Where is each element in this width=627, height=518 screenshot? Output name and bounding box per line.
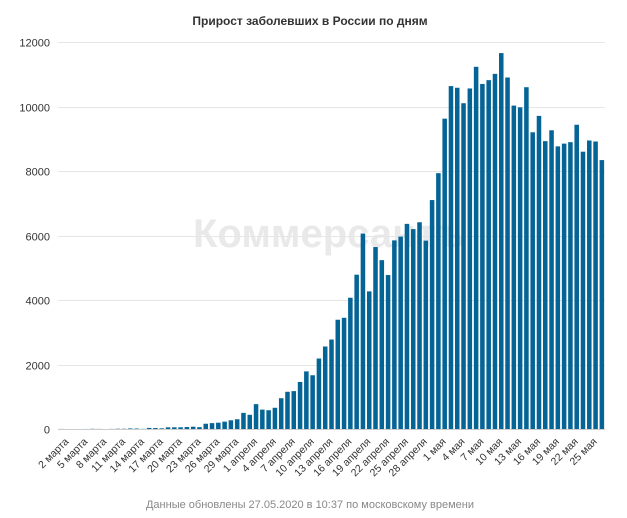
bar — [398, 236, 403, 429]
bar — [549, 130, 554, 429]
y-tick-label: 8000 — [26, 167, 50, 179]
footer-note: Данные обновлены 27.05.2020 в 10:37 по м… — [146, 499, 474, 511]
bar — [561, 143, 567, 429]
bar — [543, 141, 548, 429]
bar — [454, 87, 460, 429]
bar — [291, 391, 297, 429]
y-tick-label: 10000 — [19, 103, 50, 115]
bar — [310, 375, 315, 429]
bar — [511, 105, 517, 429]
bar — [153, 428, 158, 429]
bar — [517, 107, 523, 429]
bar — [266, 410, 271, 429]
bar — [404, 223, 410, 429]
bar — [379, 260, 385, 429]
bar — [360, 233, 366, 429]
bar — [448, 86, 454, 429]
bar — [285, 391, 290, 429]
bar — [203, 423, 209, 429]
bar — [241, 412, 246, 430]
bar — [536, 115, 542, 429]
bar — [190, 426, 196, 429]
chart-title: Прирост заболевших в России по дням — [192, 14, 427, 28]
y-tick-label: 6000 — [26, 232, 50, 244]
y-tick-label: 4000 — [26, 296, 50, 308]
bar — [172, 427, 177, 429]
bar — [228, 420, 234, 429]
bar — [278, 398, 284, 429]
bar — [253, 404, 259, 429]
y-tick-label: 0 — [44, 425, 50, 437]
bar — [392, 240, 397, 429]
bar — [417, 222, 422, 429]
bar — [322, 346, 328, 429]
bar — [436, 173, 441, 429]
bar — [373, 247, 378, 429]
bar — [197, 427, 202, 429]
y-tick-label: 12000 — [19, 38, 50, 50]
bar — [216, 422, 221, 429]
bar — [473, 66, 479, 430]
bars — [58, 53, 605, 430]
bar — [146, 427, 152, 429]
bar — [587, 140, 592, 430]
bar — [260, 409, 265, 429]
bar — [165, 427, 171, 429]
bar — [574, 124, 579, 429]
bar — [341, 317, 347, 429]
bar — [209, 423, 215, 429]
bar — [410, 229, 416, 429]
bar — [492, 73, 498, 430]
bar — [247, 414, 253, 429]
bar — [316, 358, 322, 429]
bar — [423, 240, 429, 429]
bar — [505, 77, 510, 429]
bar — [467, 88, 473, 429]
bar — [348, 297, 353, 429]
bar — [178, 427, 183, 429]
bar — [335, 319, 341, 429]
bar — [297, 381, 303, 429]
bar — [366, 291, 372, 429]
bar — [442, 118, 447, 429]
bar — [429, 200, 435, 429]
bar — [580, 151, 586, 429]
bar — [593, 141, 598, 430]
bar — [304, 371, 309, 429]
bar — [184, 427, 190, 429]
bar — [530, 132, 535, 430]
bar — [159, 428, 165, 429]
y-axis-ticks: 0 2000 4000 6000 8000 10000 12000 — [19, 38, 50, 437]
bar — [568, 142, 573, 430]
bar — [385, 275, 391, 429]
bar — [524, 87, 529, 430]
y-tick-label: 2000 — [26, 361, 50, 373]
bar — [461, 103, 466, 430]
bar — [480, 83, 485, 430]
bar — [234, 419, 240, 429]
bar — [222, 421, 227, 429]
bar — [486, 80, 491, 430]
bar — [272, 407, 278, 429]
bar — [555, 146, 561, 430]
bar — [329, 339, 334, 429]
bar — [354, 274, 359, 429]
bar — [499, 53, 504, 430]
bar — [599, 160, 605, 429]
bar — [128, 428, 133, 429]
gridlines — [58, 42, 605, 366]
